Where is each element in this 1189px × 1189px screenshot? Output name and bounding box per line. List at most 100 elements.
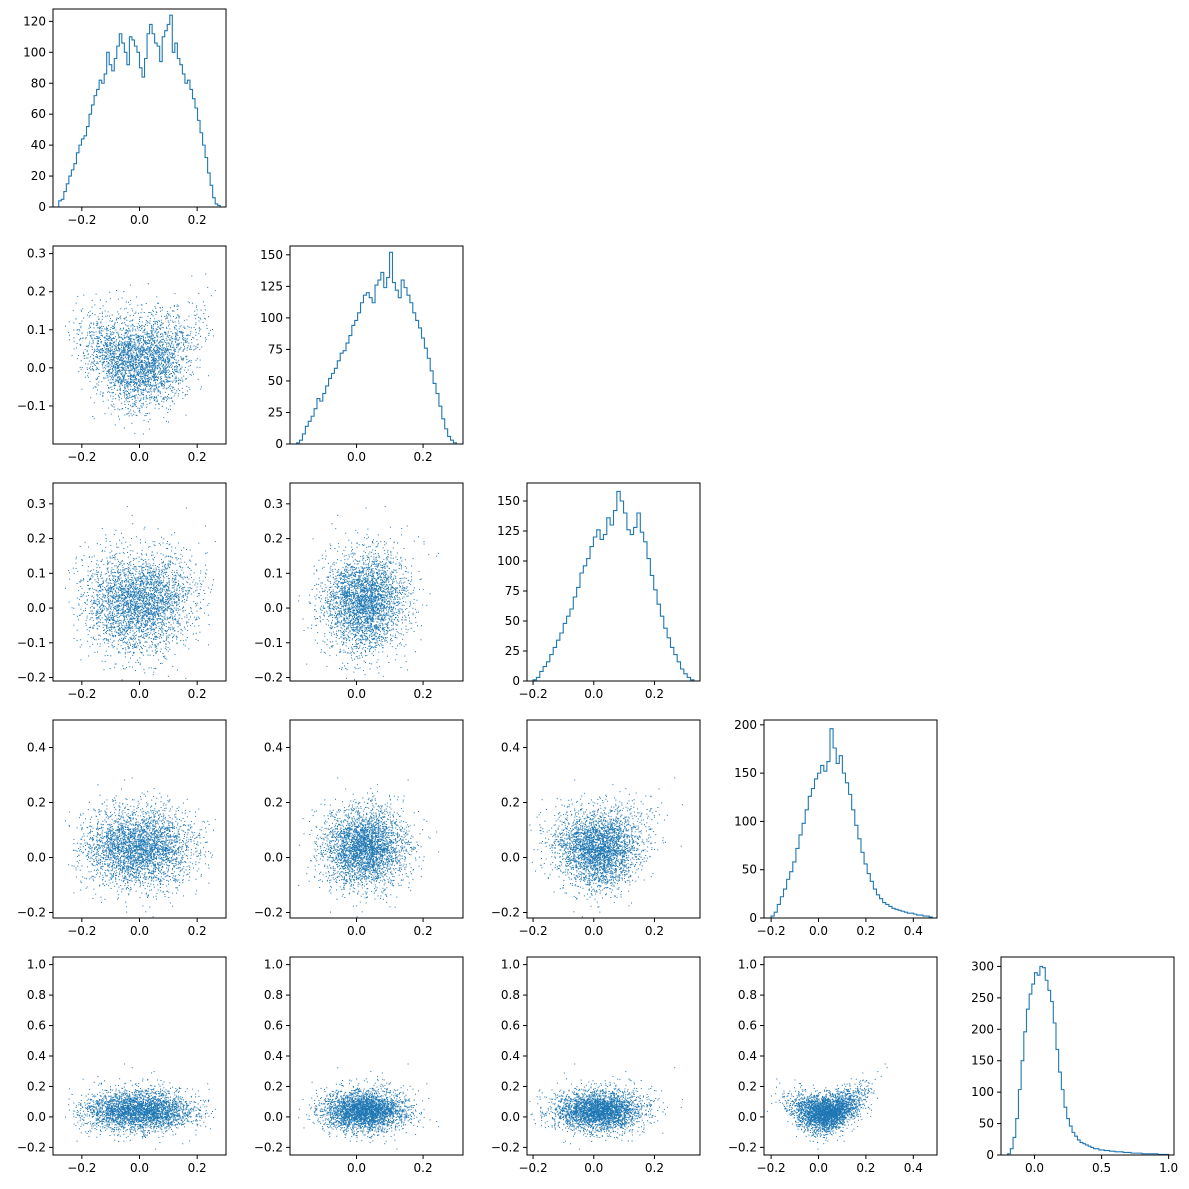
scatter-point [136,366,138,368]
scatter-point [134,358,136,360]
scatter-point [102,348,103,349]
scatter-point [115,635,116,636]
scatter-point [124,391,126,393]
scatter-point [120,388,121,390]
scatter-point [142,354,144,356]
scatter-point [169,561,171,563]
scatter-point [135,394,137,396]
scatter-point [121,367,123,369]
scatter-point [142,344,144,346]
scatter-point [148,364,150,366]
y-tick-label: 40 [31,138,46,152]
scatter-point [103,564,105,566]
scatter-point [153,365,155,367]
scatter-point [107,348,109,350]
scatter-point [176,592,178,594]
scatter-point [112,371,114,373]
scatter-point [119,619,121,621]
scatter-point [109,331,111,333]
scatter-point [168,361,170,363]
scatter-point [138,621,140,623]
scatter-point [168,587,170,589]
scatter-point [159,635,161,637]
scatter-point [168,617,170,619]
scatter-point [118,415,119,417]
scatter-point [145,360,147,362]
scatter-point [140,368,142,370]
scatter-point [139,321,140,323]
scatter-point [134,386,136,387]
scatter-point [102,395,104,397]
scatter-point [106,361,108,362]
scatter-point [182,392,184,393]
scatter-point [176,589,178,591]
scatter-point [161,581,163,583]
scatter-point [157,644,159,646]
scatter-point [161,324,163,326]
scatter-point [156,590,158,592]
scatter-point [159,393,161,395]
scatter-point [122,566,124,568]
scatter-point [129,381,131,383]
scatter-point [114,620,116,622]
scatter-point [117,599,119,601]
scatter-point [171,342,173,344]
scatter-point [173,581,175,583]
scatter-point [99,336,101,338]
scatter-point [131,514,133,516]
scatter-point [109,629,111,631]
scatter-point [102,370,104,372]
scatter-point [131,398,133,400]
scatter-point [166,377,168,379]
scatter-point [149,347,151,349]
scatter-point [124,568,126,570]
scatter-point [137,365,139,367]
scatter-point [131,389,133,391]
scatter-point [90,607,91,609]
scatter-point [179,565,181,567]
scatter-point [108,372,110,374]
scatter-point [96,366,98,368]
scatter-point [154,352,156,354]
scatter-point [132,640,134,642]
scatter-point [160,587,162,589]
scatter-point [121,373,123,374]
scatter-point [161,315,162,317]
scatter-point [120,571,122,573]
scatter-point [154,396,156,398]
scatter-point [136,382,138,384]
scatter-point [117,366,119,368]
scatter-point [78,339,80,341]
scatter-point [118,361,120,363]
scatter-point [111,379,113,381]
scatter-point [146,364,148,365]
y-tick-label: −0.1 [17,399,46,413]
scatter-point [109,372,111,374]
scatter-point [195,346,197,348]
scatter-point [99,345,101,347]
scatter-point [119,539,121,541]
scatter-point [166,582,168,583]
scatter-point [146,579,148,581]
scatter-point [125,631,127,632]
scatter-point [161,363,163,365]
scatter-point [117,373,119,375]
scatter-point [141,316,143,318]
scatter-point [112,557,114,558]
scatter-point [148,402,150,404]
scatter-point [146,592,147,593]
scatter-point [151,375,153,377]
scatter-point [99,613,101,615]
scatter-point [158,347,160,349]
scatter-point [141,360,142,362]
scatter-point [143,371,145,373]
scatter-point [117,362,119,364]
scatter-point [151,356,153,358]
scatter-point [137,389,139,391]
scatter-point [144,332,146,334]
scatter-point [212,329,213,330]
scatter-point [157,332,159,334]
scatter-point [178,305,180,307]
scatter-point [130,363,131,365]
scatter-point [164,361,166,363]
